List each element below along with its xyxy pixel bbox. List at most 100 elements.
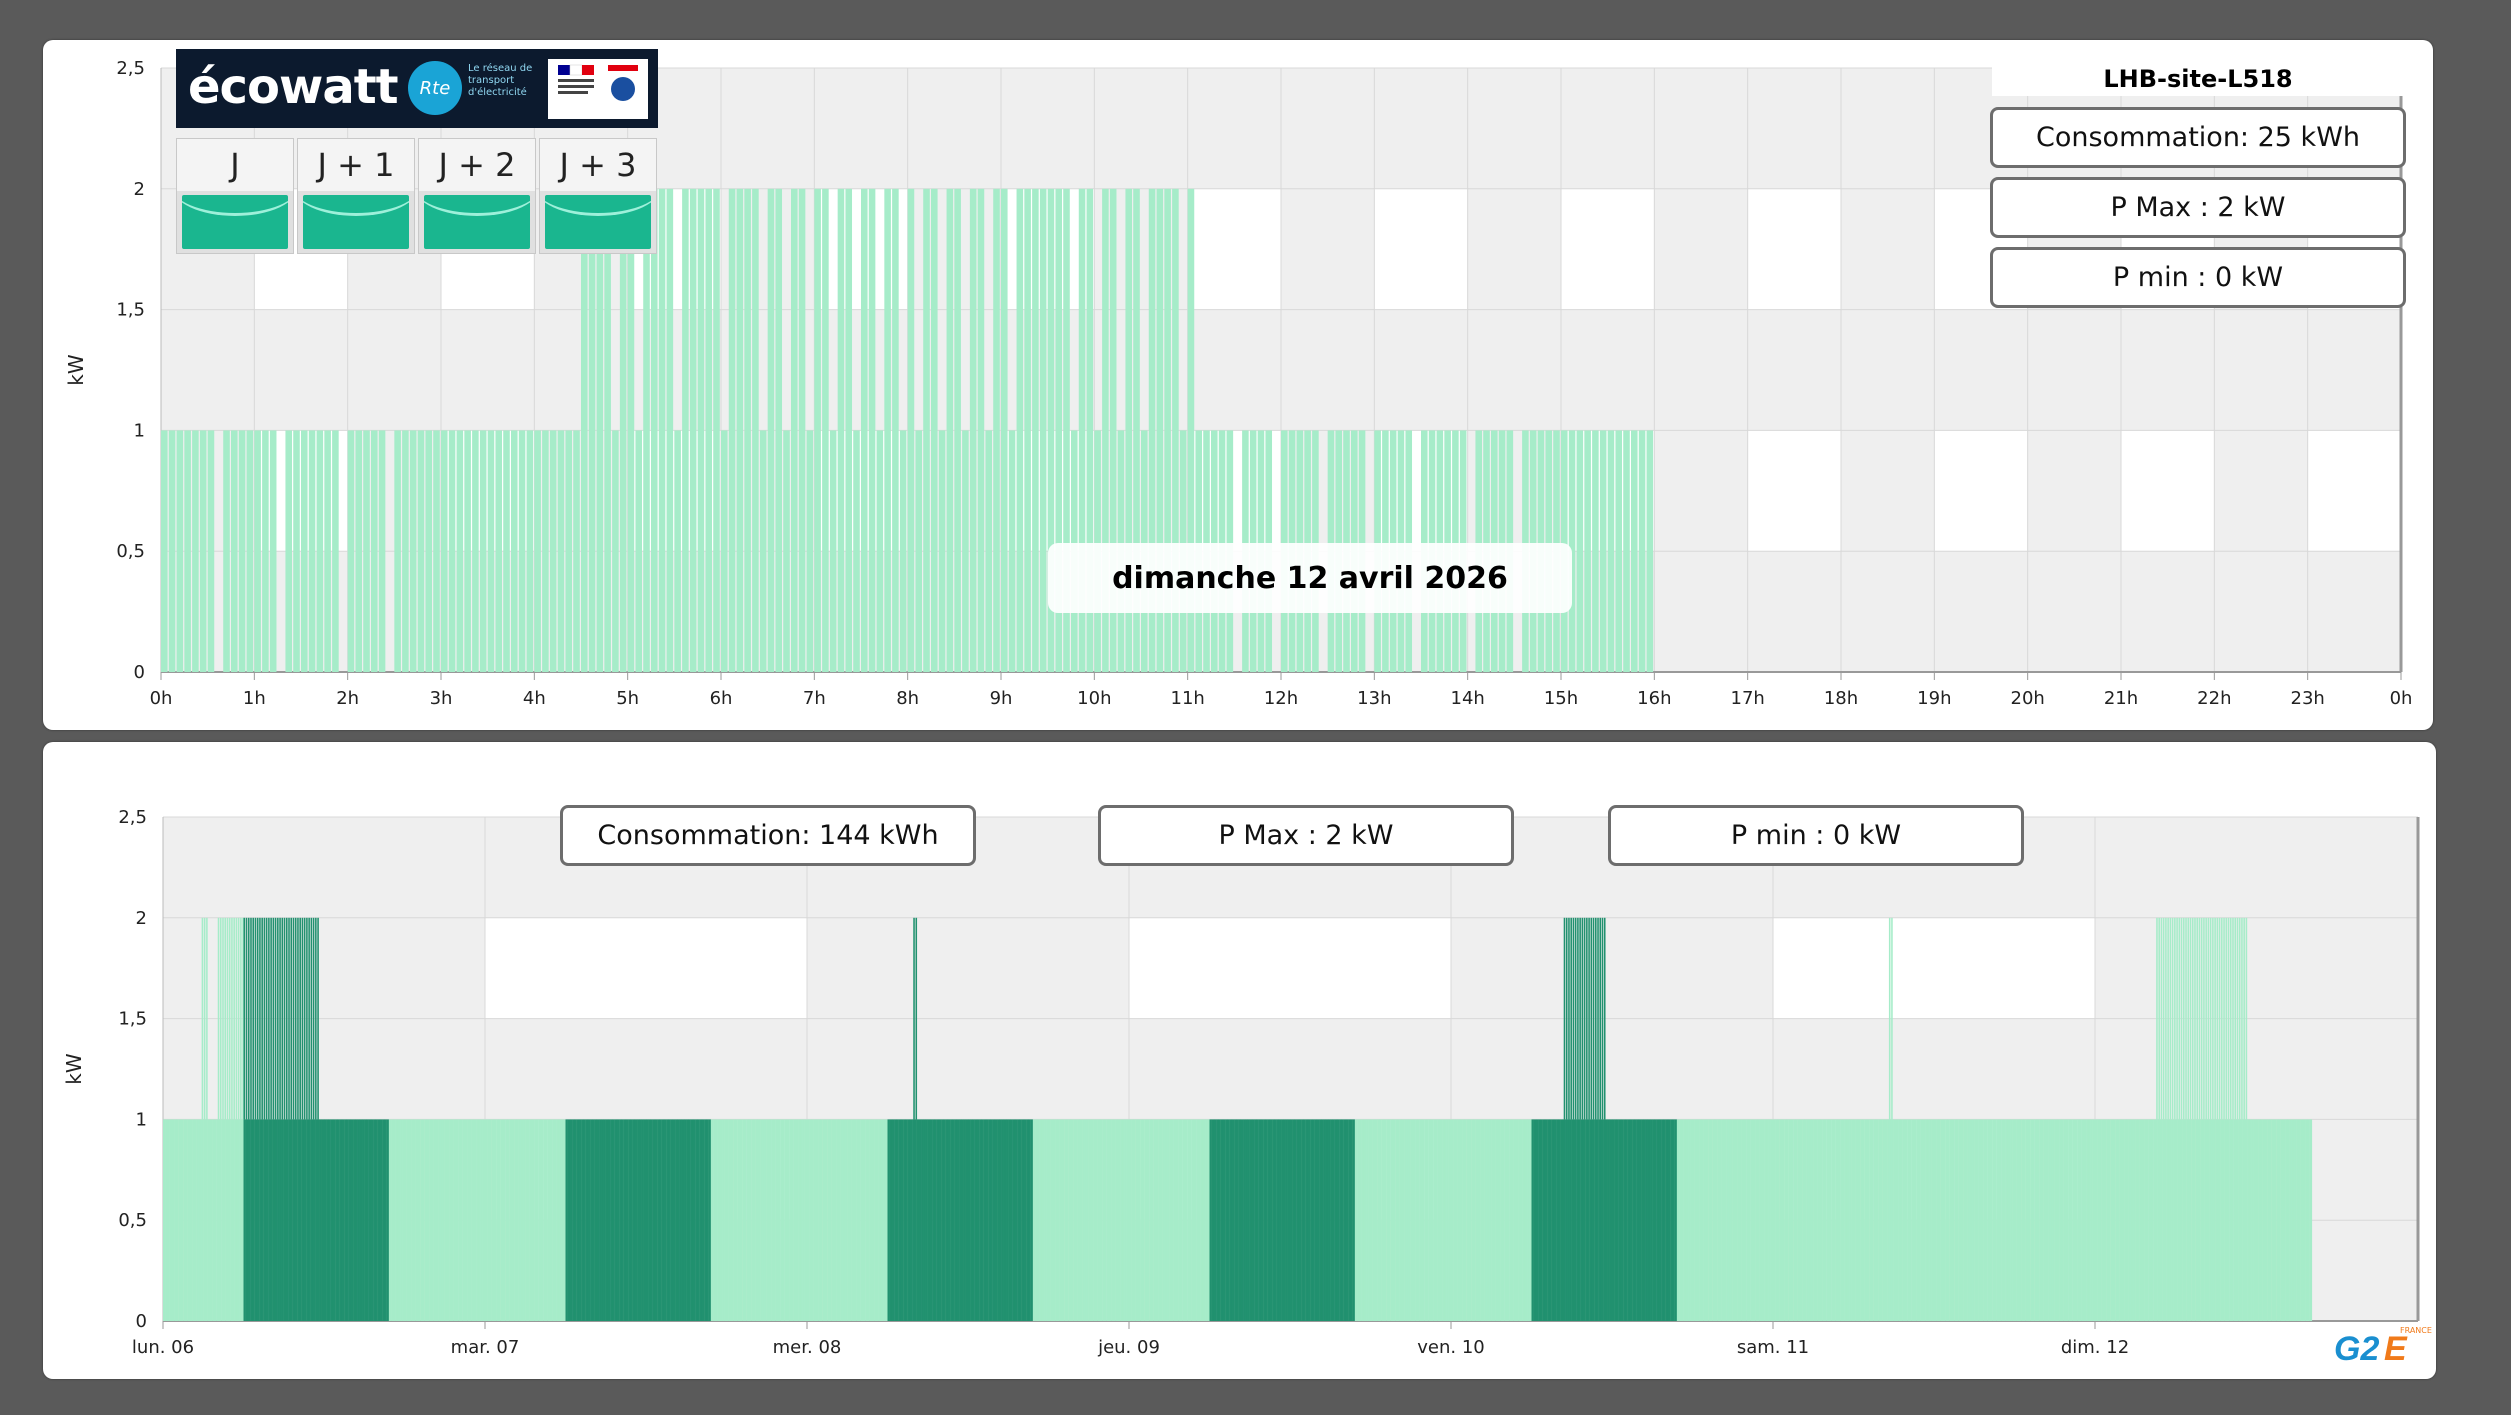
consumption-bar — [2307, 1119, 2310, 1321]
consumption-bar — [1835, 1119, 1839, 1321]
consumption-bar — [406, 1119, 410, 1321]
consumption-bar — [1111, 1119, 1114, 1321]
consumption-bar — [1615, 430, 1623, 672]
consumption-bar — [1831, 1119, 1834, 1321]
consumption-bar — [236, 1119, 240, 1321]
consumption-bar — [1352, 1119, 1356, 1321]
peak-bar — [2187, 917, 2190, 1120]
consumption-bar — [1757, 1119, 1760, 1321]
consumption-bar — [1120, 1119, 1123, 1321]
consumption-bar — [184, 430, 191, 672]
consumption-bar — [713, 1119, 716, 1321]
consumption-bar — [1538, 1119, 1541, 1321]
consumption-bar — [2063, 1119, 2067, 1321]
consumption-bar — [1650, 1119, 1653, 1321]
consumption-bar — [751, 1119, 754, 1321]
consumption-bar — [632, 1119, 636, 1321]
x-tick-label: 14h — [1451, 688, 1485, 709]
consumption-bar — [1325, 1119, 1329, 1321]
peak-bar — [1581, 917, 1584, 1120]
consumption-bar — [858, 1119, 861, 1321]
consumption-bar — [938, 1119, 942, 1321]
peak-bar — [268, 917, 270, 1120]
consumption-bar — [442, 1119, 445, 1321]
x-tick-label: 18h — [1824, 688, 1858, 709]
consumption-bar — [2217, 1119, 2221, 1321]
consumption-bar — [1518, 1119, 1521, 1321]
consumption-bar — [1287, 1119, 1291, 1321]
y-tick-label: 0,5 — [116, 541, 145, 562]
consumption-bar — [1737, 1119, 1740, 1321]
consumption-bar — [518, 430, 526, 672]
consumption-bar — [1717, 1119, 1720, 1321]
consumption-bar — [635, 430, 643, 672]
peak-bar — [2238, 917, 2241, 1120]
consumption-bar — [335, 1119, 338, 1321]
peak-bar — [243, 917, 246, 1120]
consumption-bar — [1793, 1119, 1796, 1321]
consumption-bar — [402, 430, 409, 672]
peak-bar — [292, 917, 295, 1120]
consumption-bar — [1600, 1119, 1604, 1321]
consumption-bar — [247, 1119, 251, 1321]
consumption-bar — [1806, 1119, 1809, 1321]
consumption-bar — [1576, 430, 1584, 672]
consumption-bar — [547, 1119, 551, 1321]
grid-band — [2095, 917, 2417, 1019]
consumption-bar — [1225, 1119, 1228, 1321]
consumption-bar — [2220, 1119, 2223, 1321]
consumption-bar — [1256, 1119, 1259, 1321]
x-tick-label: 2h — [336, 688, 359, 709]
consumption-bar — [283, 1119, 287, 1321]
consumption-bar — [549, 430, 557, 672]
consumption-bar — [480, 1119, 483, 1321]
peak-bar — [272, 917, 275, 1120]
consumption-bar — [1073, 1119, 1076, 1321]
consumption-bar — [903, 1119, 906, 1321]
consumption-bar — [884, 188, 891, 673]
consumption-bar — [1131, 1119, 1134, 1321]
consumption-bar — [757, 1119, 761, 1321]
consumption-bar — [2271, 1119, 2275, 1321]
consumption-bar — [263, 1119, 267, 1321]
consumption-bar — [581, 188, 588, 673]
consumption-bar — [448, 430, 456, 672]
consumption-bar — [1104, 1119, 1107, 1321]
grid-band — [1654, 430, 1748, 552]
consumption-bar — [798, 1119, 801, 1321]
consumption-bar — [2021, 1119, 2024, 1321]
consumption-bar — [2048, 1119, 2051, 1321]
x-tick-label: mar. 07 — [451, 1337, 520, 1358]
consumption-bar — [576, 1119, 580, 1321]
consumption-bar — [1598, 1119, 1602, 1321]
consumption-bar — [359, 1119, 363, 1321]
consumption-bar — [1996, 1119, 2000, 1321]
consumption-bar — [2162, 1119, 2165, 1321]
consumption-bar — [824, 1119, 828, 1321]
consumption-bar — [261, 1119, 264, 1321]
consumption-bar — [898, 1119, 902, 1321]
peak-bar — [252, 917, 255, 1120]
consumption-bar — [643, 188, 650, 673]
consumption-bar — [1699, 1119, 1702, 1321]
consumption-bar — [199, 430, 207, 672]
consumption-bar — [1037, 1119, 1040, 1321]
consumption-bar — [1569, 1119, 1572, 1321]
consumption-bar — [259, 1119, 262, 1321]
consumption-bar — [2072, 1119, 2076, 1321]
peak-bar — [283, 917, 286, 1120]
consumption-bar — [1395, 1119, 1398, 1321]
consumption-bar — [646, 1119, 649, 1321]
consumption-bar — [1137, 1119, 1141, 1321]
consumption-bar — [907, 1119, 911, 1321]
consumption-bar — [1247, 1119, 1250, 1321]
ecowatt-day-j2: J + 2 — [418, 138, 536, 254]
site-name: LHB-site-L518 — [1992, 62, 2404, 96]
consumption-bar — [464, 1119, 468, 1321]
consumption-bar — [256, 1119, 260, 1321]
consumption-bar — [1576, 1119, 1579, 1321]
consumption-bar — [753, 1119, 756, 1321]
consumption-bar — [1705, 1119, 1709, 1321]
peak-bar — [2245, 917, 2248, 1120]
peak-bar — [2216, 917, 2219, 1120]
